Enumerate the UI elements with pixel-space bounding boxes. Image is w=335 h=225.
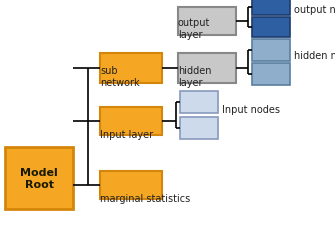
Text: output
layer: output layer [178, 18, 210, 40]
Bar [5, 147, 73, 209]
Bar [180, 92, 218, 113]
Text: Input layer: Input layer [100, 129, 153, 139]
Bar [100, 171, 162, 199]
Bar [180, 117, 218, 139]
Bar [100, 108, 162, 135]
Text: hidden
layer: hidden layer [178, 66, 211, 88]
Text: output nodes: output nodes [294, 5, 335, 15]
Text: sub
network: sub network [100, 66, 140, 88]
Bar [178, 54, 236, 84]
Bar [252, 18, 290, 38]
Bar [178, 8, 236, 36]
Text: Model
Root: Model Root [20, 167, 58, 189]
Text: Input nodes: Input nodes [222, 105, 280, 115]
Bar [252, 0, 290, 16]
Bar [100, 54, 162, 84]
Bar [252, 64, 290, 86]
Bar [252, 40, 290, 62]
Text: marginal statistics: marginal statistics [100, 193, 190, 203]
Text: hidden nodes: hidden nodes [294, 51, 335, 61]
